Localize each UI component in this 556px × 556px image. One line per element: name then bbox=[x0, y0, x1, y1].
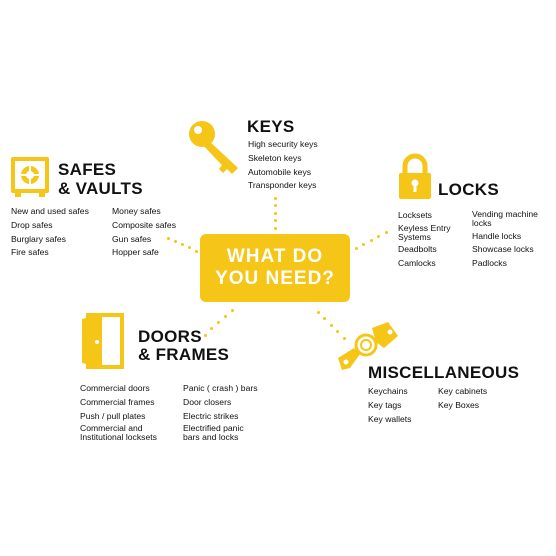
connector-dot bbox=[369, 238, 373, 242]
keys-list: High security keys Skeleton keys Automob… bbox=[248, 139, 318, 194]
list-item: Hopper safe bbox=[112, 247, 159, 258]
locks-list-col-1: Locksets Keyless Entry Systems Deadbolts… bbox=[398, 210, 451, 272]
connector-dot bbox=[323, 317, 326, 320]
what-do-you-need-box: WHAT DO YOU NEED? bbox=[200, 234, 350, 302]
connector-dot bbox=[273, 204, 277, 207]
list-item: Transponder keys bbox=[248, 180, 317, 191]
connector-dot bbox=[230, 308, 234, 312]
padlock-icon bbox=[399, 153, 431, 199]
connector-dot bbox=[273, 211, 277, 215]
keys-title: KEYS bbox=[247, 117, 295, 136]
locks-title: LOCKS bbox=[438, 180, 499, 199]
door-icon bbox=[82, 313, 124, 369]
list-item: Camlocks bbox=[398, 258, 436, 269]
list-item: Key cabinets bbox=[438, 386, 488, 396]
connector-dot bbox=[342, 336, 346, 340]
list-item: Vending machine locks bbox=[472, 209, 538, 228]
list-item: Key tags bbox=[368, 399, 402, 410]
list-item: Electric strikes bbox=[183, 410, 239, 421]
keychain-icon bbox=[338, 322, 398, 370]
locks-list-col-2: Vending machine locks Handle locks Showc… bbox=[472, 210, 538, 272]
connector-dot bbox=[354, 246, 358, 250]
list-item: Push / pull plates bbox=[80, 410, 146, 421]
list-item: Key Boxes bbox=[438, 399, 480, 410]
doors-title-line-2: & FRAMES bbox=[138, 345, 230, 364]
connector-dot bbox=[180, 243, 184, 246]
connector-dot bbox=[329, 323, 333, 327]
connector-dot bbox=[362, 242, 365, 246]
list-item: Money safes bbox=[112, 206, 161, 216]
list-item: Commercial doors bbox=[80, 383, 150, 393]
list-item: Showcase locks bbox=[472, 244, 534, 255]
connector-dot bbox=[223, 314, 227, 318]
connector-dot bbox=[273, 196, 277, 200]
list-item: Fire safes bbox=[11, 247, 49, 258]
connector-dot bbox=[194, 249, 198, 253]
list-item: New and used safes bbox=[11, 206, 89, 216]
misc-list-col-1: Keychains Key tags Key wallets bbox=[368, 386, 411, 427]
doors-list-col-1: Commercial doors Commercial frames Push … bbox=[80, 383, 157, 445]
safe-icon bbox=[11, 157, 49, 197]
list-item: Handle locks bbox=[472, 230, 522, 241]
list-item: Locksets bbox=[398, 210, 432, 220]
connector-dot bbox=[273, 226, 277, 230]
connector-dot bbox=[203, 333, 207, 337]
safes-list-col-2: Money safes Composite safes Gun safes Ho… bbox=[112, 206, 176, 261]
list-item: Automobile keys bbox=[248, 166, 312, 177]
list-item: Deadbolts bbox=[398, 244, 437, 255]
list-item: Drop safes bbox=[11, 219, 53, 230]
list-item: Electrified panic bars and locks bbox=[183, 423, 244, 443]
list-item: Key wallets bbox=[368, 413, 412, 424]
connector-dot bbox=[316, 310, 320, 314]
list-item: Commercial frames bbox=[80, 396, 155, 407]
connector-dot bbox=[336, 330, 339, 333]
list-item: Commercial and Institutional locksets bbox=[80, 423, 157, 443]
connector-dot bbox=[377, 234, 380, 238]
connector-dot bbox=[384, 230, 388, 234]
list-item: Keyless Entry Systems bbox=[398, 222, 451, 242]
list-item: Padlocks bbox=[472, 258, 507, 269]
connector-dot bbox=[273, 219, 277, 222]
safes-title-line-1: SAFES bbox=[58, 160, 117, 179]
key-icon bbox=[189, 121, 238, 174]
connector-dot bbox=[166, 236, 170, 240]
list-item: Skeleton keys bbox=[248, 152, 302, 163]
center-line-2: YOU NEED? bbox=[215, 268, 335, 289]
list-item: Keychains bbox=[368, 386, 408, 396]
misc-list-col-2: Key cabinets Key Boxes bbox=[438, 386, 487, 414]
list-item: Panic ( crash ) bars bbox=[183, 383, 258, 393]
connector-dot bbox=[210, 327, 214, 331]
safes-list-col-1: New and used safes Drop safes Burglary s… bbox=[11, 206, 89, 261]
connector-dot bbox=[187, 246, 191, 250]
miscellaneous-title: MISCELLANEOUS bbox=[368, 363, 520, 382]
list-item: Gun safes bbox=[112, 233, 152, 244]
list-item: High security keys bbox=[248, 139, 318, 149]
doors-title-line-1: DOORS bbox=[138, 327, 202, 346]
center-line-1: WHAT DO bbox=[226, 246, 324, 267]
list-item: Door closers bbox=[183, 396, 232, 407]
list-item: Burglary safes bbox=[11, 233, 66, 244]
doors-list-col-2: Panic ( crash ) bars Door closers Electr… bbox=[183, 383, 258, 445]
safes-title-line-2: & VAULTS bbox=[58, 179, 143, 198]
list-item: Composite safes bbox=[112, 219, 177, 230]
connector-dot bbox=[173, 239, 177, 243]
connector-dot bbox=[217, 321, 220, 324]
